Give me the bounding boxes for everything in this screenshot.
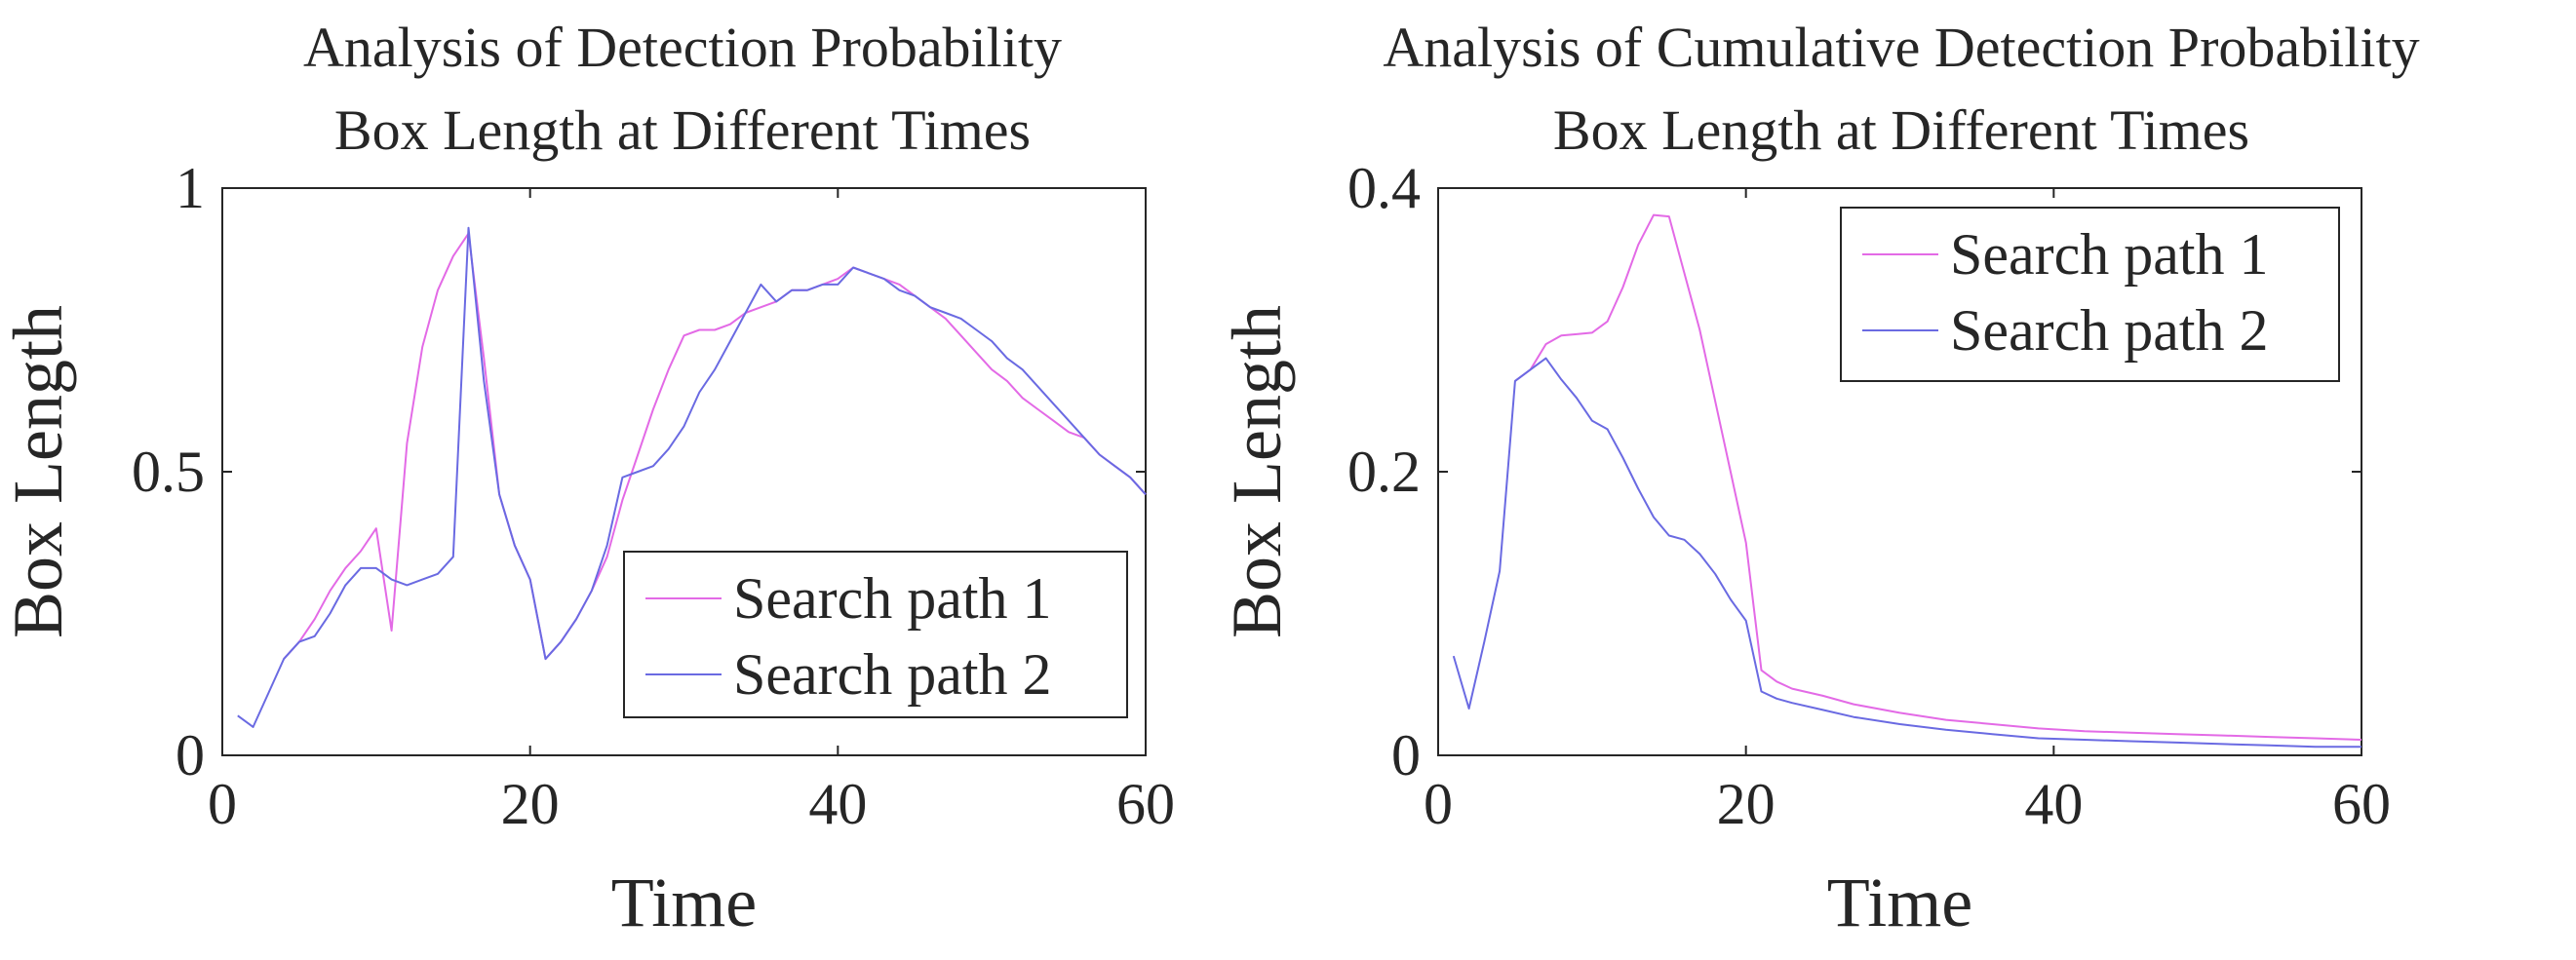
legend-box — [1840, 207, 2340, 382]
legend: Search path 1 Search path 2 — [623, 551, 1128, 718]
chart-title-line-1: Analysis of Cumulative Detection Probabi… — [1383, 16, 2419, 79]
x-tick-label: 60 — [2332, 772, 2391, 836]
y-axis-label: Box Length — [1218, 305, 1296, 638]
y-tick-label: 1 — [176, 156, 205, 220]
x-axis-label: Time — [611, 864, 757, 941]
x-axis-label: Time — [1827, 864, 1972, 941]
legend-label-1: Search path 1 — [733, 566, 1052, 631]
legend-label-2: Search path 2 — [733, 642, 1052, 707]
x-tick-label: 20 — [501, 772, 560, 836]
series-line-2 — [237, 226, 1147, 728]
x-tick-label: 40 — [808, 772, 867, 836]
legend: Search path 1 Search path 2 — [1840, 207, 2340, 382]
chart-panel-2: Analysis of Cumulative Detection Probabi… — [1218, 16, 2420, 941]
chart-panel-1: Analysis of Detection Probability Box Len… — [0, 16, 1175, 941]
chart-title-line-2: Box Length at Different Times — [334, 98, 1031, 162]
legend-label-2: Search path 2 — [1950, 298, 2269, 363]
series-line-2 — [1452, 357, 2361, 749]
legend-box — [623, 551, 1128, 718]
x-tick-label: 40 — [2024, 772, 2083, 836]
chart-title-line-2: Box Length at Different Times — [1553, 98, 2249, 162]
y-tick-label: 0 — [1391, 723, 1421, 787]
chart-title-line-1: Analysis of Detection Probability — [303, 16, 1062, 79]
series-line-1 — [283, 232, 1147, 661]
series-line-1 — [1514, 213, 2362, 741]
y-tick-label: 0.4 — [1347, 156, 1421, 220]
x-tick-label: 20 — [1717, 772, 1776, 836]
y-axis-label: Box Length — [0, 305, 77, 638]
x-tick-label: 0 — [1424, 772, 1453, 836]
x-tick-label: 0 — [208, 772, 237, 836]
y-tick-label: 0 — [176, 723, 205, 787]
y-tick-label: 0.5 — [132, 440, 205, 504]
x-tick-label: 60 — [1116, 772, 1175, 836]
legend-label-1: Search path 1 — [1950, 222, 2269, 287]
y-tick-label: 0.2 — [1347, 440, 1421, 504]
